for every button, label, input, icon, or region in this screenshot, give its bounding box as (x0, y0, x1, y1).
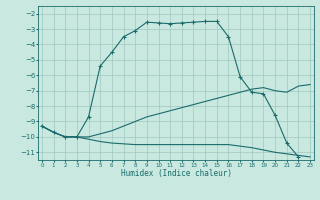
X-axis label: Humidex (Indice chaleur): Humidex (Indice chaleur) (121, 169, 231, 178)
